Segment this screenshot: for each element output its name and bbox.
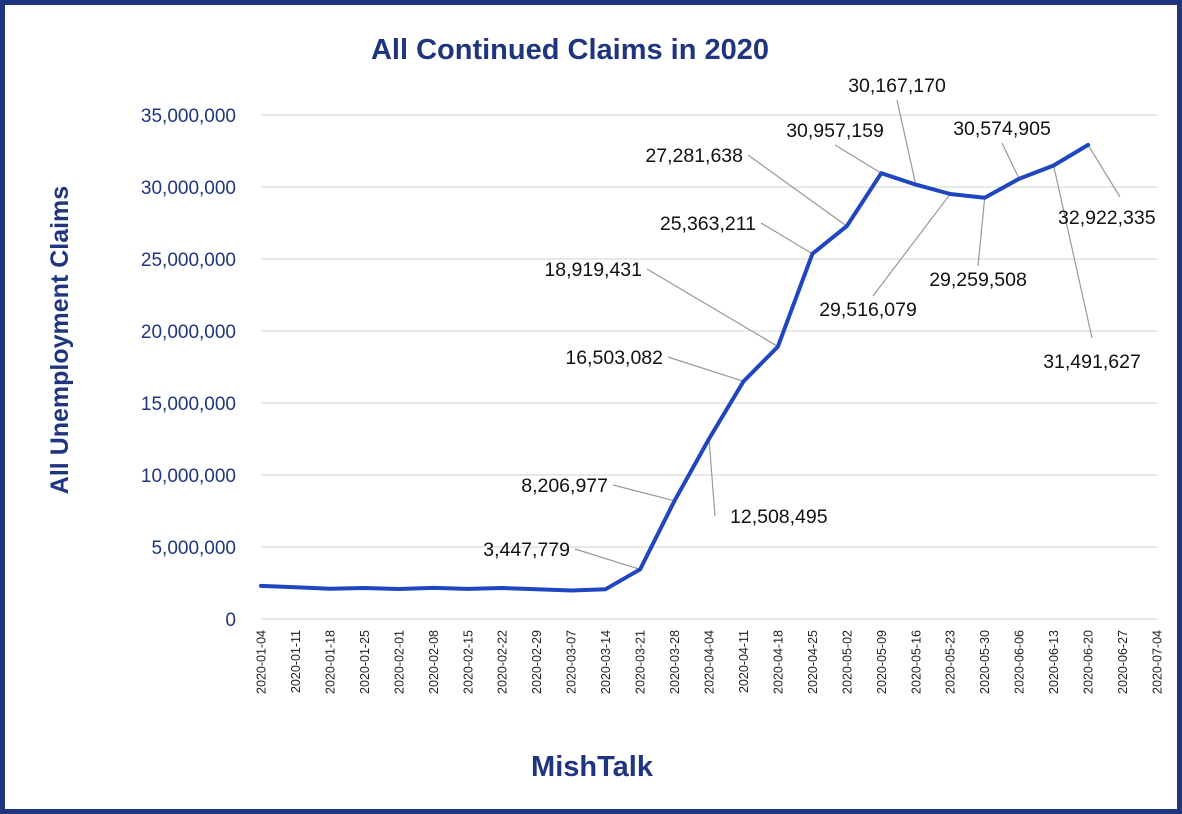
data-label: 12,508,495 [730,506,828,528]
x-tick-label: 2020-06-27 [1116,630,1130,694]
y-tick-labels: 0 5,000,000 10,000,000 15,000,000 20,000,000… [141,106,236,631]
y-tick-label: 15,000,000 [141,394,236,415]
label-leader-lines [574,99,1121,570]
x-tick-labels: 2020-01-04 2020-01-11 2020-01-18 2020-01-25… [255,630,1165,694]
data-label: 8,206,977 [521,475,608,497]
leader-line [646,268,779,348]
data-label: 16,503,082 [565,347,663,369]
data-label: 29,516,079 [819,299,917,321]
x-tick-label: 2020-03-14 [599,630,613,694]
leader-line [1053,165,1093,339]
y-tick-label: 20,000,000 [141,322,236,343]
x-tick-label: 2020-02-15 [461,630,475,694]
data-label: 29,259,508 [929,269,1027,291]
x-tick-label: 2020-06-06 [1013,630,1027,694]
data-label: 32,922,335 [1058,207,1156,229]
data-label: 30,957,159 [786,120,884,142]
leader-line [896,99,917,185]
y-tick-label: 25,000,000 [141,250,236,271]
x-tick-label: 2020-06-13 [1047,630,1061,694]
x-tick-label: 2020-01-25 [358,630,372,694]
x-tick-label: 2020-01-18 [323,630,337,694]
x-tick-label: 2020-04-04 [703,630,717,694]
x-tick-label: 2020-04-18 [771,630,785,694]
x-tick-label: 2020-05-02 [840,630,854,694]
x-tick-label: 2020-01-04 [255,630,269,694]
leader-line [977,197,986,267]
data-labels: 3,447,779 8,206,977 12,508,495 16,503,082 18… [483,75,1156,561]
x-tick-label: 2020-04-11 [737,630,751,693]
x-tick-label: 2020-05-30 [978,630,992,694]
x-tick-label: 2020-05-23 [944,630,958,694]
gridlines [261,114,1157,620]
leader-line [872,193,951,297]
x-tick-label: 2020-04-25 [806,630,820,694]
y-tick-label: 5,000,000 [151,538,236,559]
x-tick-label: 2020-02-22 [496,630,510,694]
leader-line [1001,142,1020,179]
data-label: 31,491,627 [1043,351,1141,373]
x-tick-label: 2020-03-07 [565,630,579,694]
x-tick-label: 2020-02-01 [392,630,406,694]
x-tick-label: 2020-03-21 [634,630,648,694]
data-label: 27,281,638 [645,145,743,167]
series-line [259,142,1091,593]
data-label: 25,363,211 [660,213,756,235]
data-label: 30,167,170 [848,75,946,97]
leader-line [747,154,848,227]
data-label: 18,919,431 [544,259,642,281]
x-tick-label: 2020-05-09 [875,630,889,694]
x-tick-label: 2020-02-08 [427,630,441,694]
leader-line [1087,144,1121,198]
leader-line [612,484,675,502]
leader-line [574,548,641,570]
y-axis-label: All Unemployment Claims [46,186,74,494]
x-tick-label: 2020-05-16 [909,630,923,694]
x-axis-label: MishTalk [531,751,654,783]
y-tick-label: 10,000,000 [141,466,236,487]
y-tick-label: 35,000,000 [141,106,236,127]
x-tick-label: 2020-02-29 [530,630,544,694]
leader-line [834,144,882,174]
x-tick-label: 2020-01-11 [289,630,303,693]
data-label: 30,574,905 [953,118,1051,140]
y-tick-label: 30,000,000 [141,178,236,199]
data-label: 3,447,779 [483,539,570,561]
x-tick-label: 2020-06-20 [1082,630,1096,694]
chart-title: All Continued Claims in 2020 [371,34,769,66]
leader-line [667,356,744,382]
x-tick-label: 2020-07-04 [1151,630,1165,694]
leader-line [708,438,716,517]
leader-line [760,222,813,255]
x-tick-label: 2020-03-28 [668,630,682,694]
y-tick-label: 0 [225,610,236,631]
